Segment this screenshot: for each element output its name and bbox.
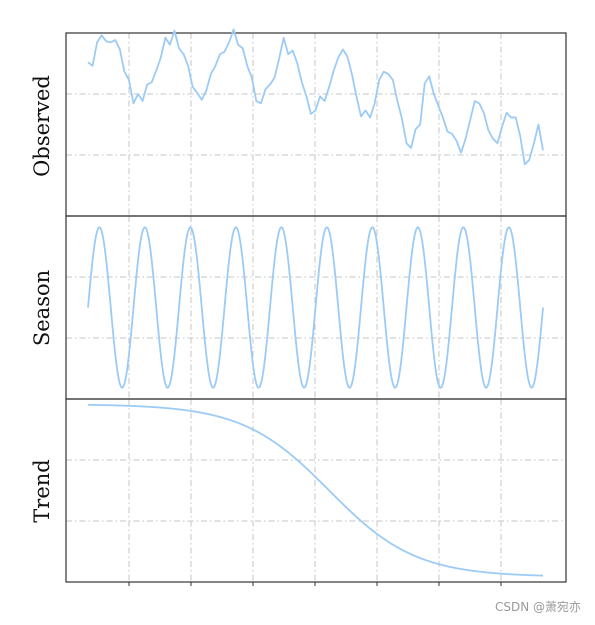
watermark: CSDN @萧宛亦: [494, 600, 581, 614]
ylabel-season: Season: [30, 270, 54, 346]
panel-season: [65, 215, 567, 400]
panel-frame: [65, 398, 567, 583]
panel-observed: [65, 28, 567, 217]
series-line-season: [87, 226, 544, 389]
series-line-observed: [87, 28, 544, 166]
series-line-trend: [87, 403, 544, 577]
ylabel-trend: Trend: [30, 459, 54, 522]
panel-frame: [65, 32, 567, 217]
ylabel-observed: Observed: [30, 75, 54, 177]
panel-trend: [65, 398, 567, 586]
